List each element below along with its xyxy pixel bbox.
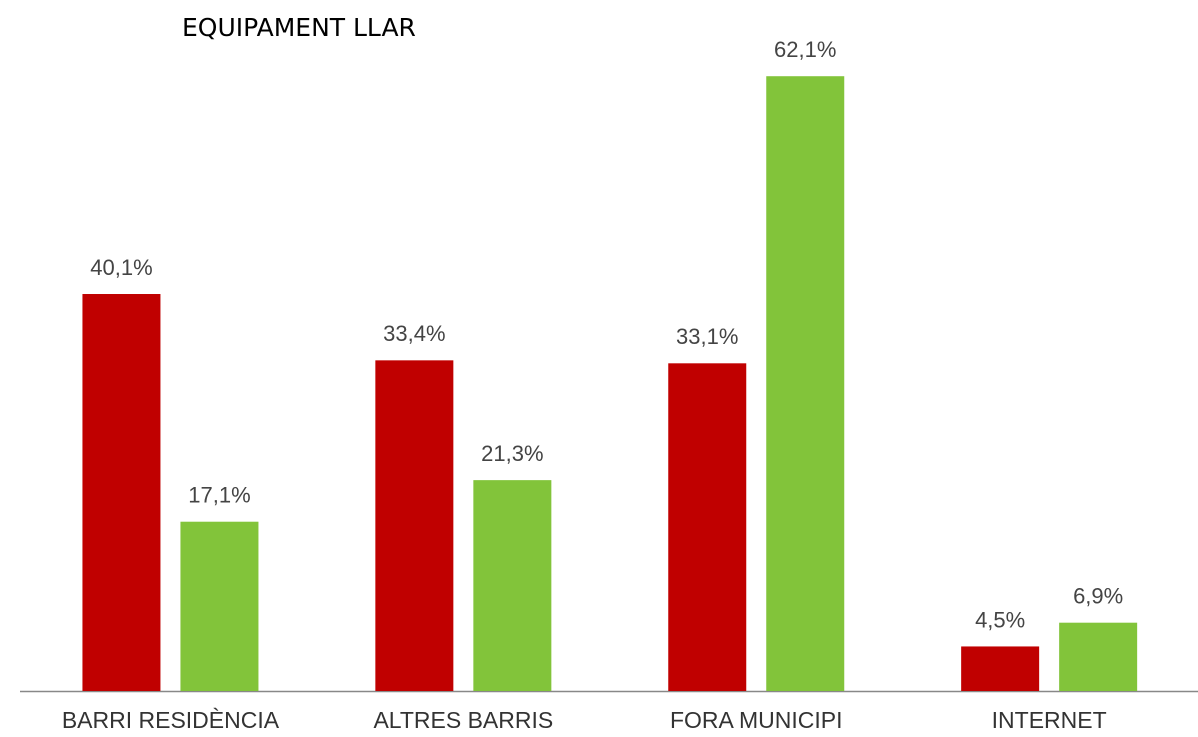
value-label: 6,9% bbox=[1073, 584, 1123, 609]
value-label: 40,1% bbox=[90, 255, 152, 280]
value-label: 4,5% bbox=[975, 607, 1025, 632]
bar bbox=[180, 521, 259, 691]
x-tick-label: FORA MUNICIPI bbox=[670, 707, 843, 733]
value-label: 62,1% bbox=[774, 37, 836, 62]
value-label: 33,1% bbox=[676, 324, 738, 349]
bar bbox=[668, 363, 747, 691]
x-tick-label: BARRI RESIDÈNCIA bbox=[62, 707, 280, 733]
chart-title: EQUIPAMENT LLAR bbox=[182, 13, 416, 42]
value-label: 21,3% bbox=[481, 441, 543, 466]
x-tick-label: INTERNET bbox=[992, 707, 1107, 733]
bar bbox=[766, 76, 845, 691]
bar bbox=[473, 480, 552, 691]
bar bbox=[1059, 622, 1138, 691]
x-tick-label: ALTRES BARRIS bbox=[373, 707, 553, 733]
bar bbox=[961, 646, 1040, 691]
bar bbox=[375, 360, 454, 691]
bar bbox=[82, 294, 161, 691]
value-label: 33,4% bbox=[383, 321, 445, 346]
value-label: 17,1% bbox=[188, 483, 250, 508]
